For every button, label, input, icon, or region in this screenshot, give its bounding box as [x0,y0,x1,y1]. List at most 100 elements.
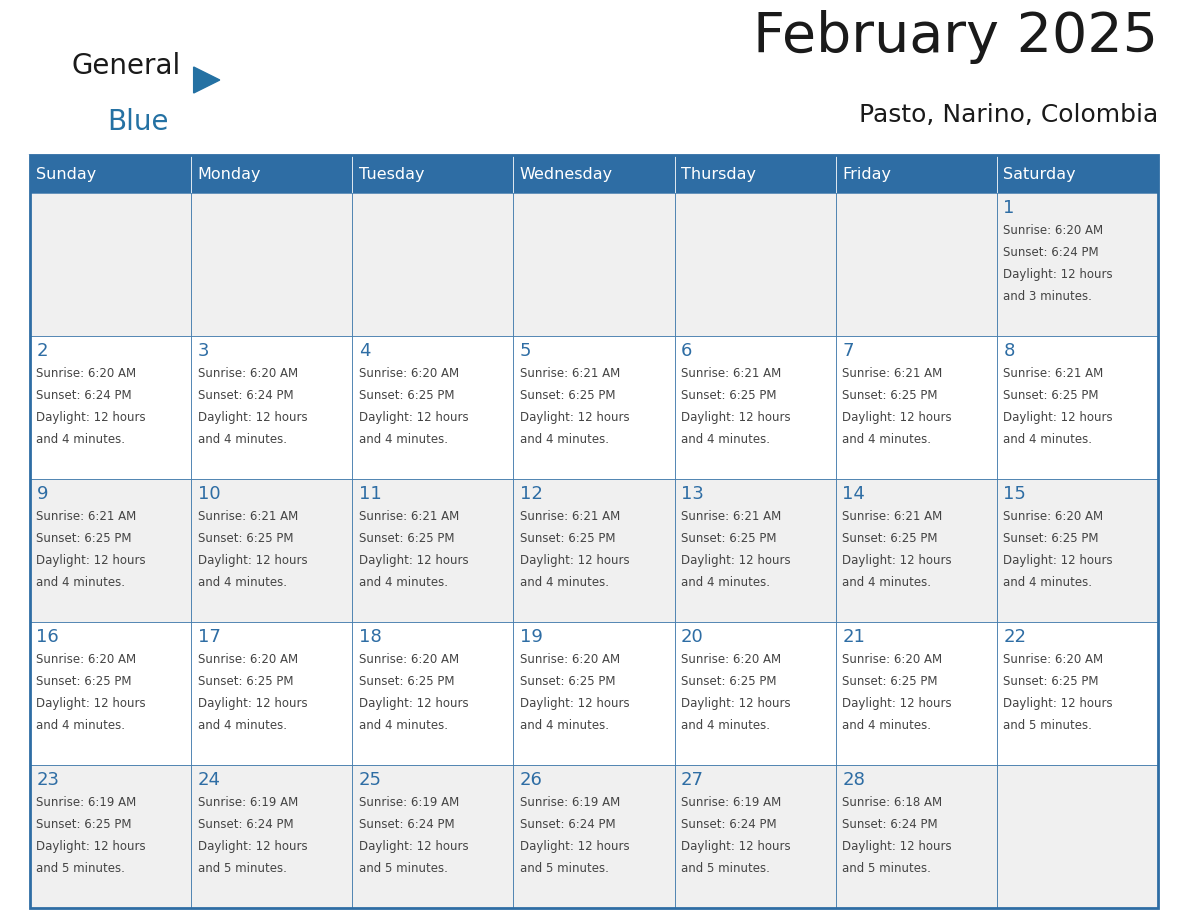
Text: 17: 17 [197,628,221,645]
Text: Sunset: 6:25 PM: Sunset: 6:25 PM [1004,675,1099,688]
Text: Sunset: 6:25 PM: Sunset: 6:25 PM [37,818,132,831]
Text: Sunset: 6:25 PM: Sunset: 6:25 PM [681,532,777,545]
Bar [30,765,191,908]
Text: Sunrise: 6:21 AM: Sunrise: 6:21 AM [681,367,782,380]
Bar [835,336,997,479]
Text: and 5 minutes.: and 5 minutes. [1004,719,1092,733]
Text: Sunset: 6:25 PM: Sunset: 6:25 PM [842,675,937,688]
Text: Daylight: 12 hours: Daylight: 12 hours [681,554,791,567]
Bar [997,155,1158,193]
Text: Daylight: 12 hours: Daylight: 12 hours [842,840,952,853]
Bar [675,765,835,908]
Text: Sunrise: 6:20 AM: Sunrise: 6:20 AM [1004,224,1104,237]
Bar [513,765,675,908]
Text: 28: 28 [842,771,865,789]
Text: Sunset: 6:24 PM: Sunset: 6:24 PM [359,818,454,831]
Text: and 4 minutes.: and 4 minutes. [681,719,770,733]
Text: 22: 22 [1004,628,1026,645]
Bar [997,622,1158,765]
Text: Sunrise: 6:21 AM: Sunrise: 6:21 AM [197,509,298,522]
Text: Sunset: 6:25 PM: Sunset: 6:25 PM [197,675,293,688]
Text: Sunset: 6:24 PM: Sunset: 6:24 PM [37,389,132,402]
Bar [353,336,513,479]
Text: 19: 19 [520,628,543,645]
Text: and 4 minutes.: and 4 minutes. [37,433,126,446]
Text: Sunrise: 6:20 AM: Sunrise: 6:20 AM [359,367,459,380]
Text: Sunset: 6:24 PM: Sunset: 6:24 PM [197,818,293,831]
Text: and 4 minutes.: and 4 minutes. [359,719,448,733]
Text: Daylight: 12 hours: Daylight: 12 hours [681,697,791,711]
Text: Sunrise: 6:20 AM: Sunrise: 6:20 AM [37,367,137,380]
Text: Daylight: 12 hours: Daylight: 12 hours [197,554,308,567]
Text: Sunset: 6:24 PM: Sunset: 6:24 PM [842,818,937,831]
Text: Daylight: 12 hours: Daylight: 12 hours [681,411,791,424]
Text: Sunset: 6:25 PM: Sunset: 6:25 PM [681,389,777,402]
Text: 11: 11 [359,485,381,503]
Text: 5: 5 [520,341,531,360]
Bar [675,193,835,336]
Text: 1: 1 [1004,198,1015,217]
Bar [513,622,675,765]
Text: and 5 minutes.: and 5 minutes. [359,862,448,875]
Text: Monday: Monday [197,166,261,182]
Text: Sunset: 6:25 PM: Sunset: 6:25 PM [1004,532,1099,545]
Text: 18: 18 [359,628,381,645]
Bar [513,193,675,336]
Text: Sunrise: 6:20 AM: Sunrise: 6:20 AM [197,367,298,380]
Text: Sunrise: 6:18 AM: Sunrise: 6:18 AM [842,796,942,809]
Text: Sunset: 6:25 PM: Sunset: 6:25 PM [681,675,777,688]
Bar [513,155,675,193]
Bar [30,155,191,193]
Text: 10: 10 [197,485,220,503]
Text: and 4 minutes.: and 4 minutes. [681,433,770,446]
Text: Sunset: 6:25 PM: Sunset: 6:25 PM [197,532,293,545]
Text: 8: 8 [1004,341,1015,360]
Text: and 5 minutes.: and 5 minutes. [842,862,931,875]
Bar [30,193,191,336]
Text: Daylight: 12 hours: Daylight: 12 hours [1004,268,1113,281]
Text: Sunset: 6:25 PM: Sunset: 6:25 PM [359,532,454,545]
Text: 3: 3 [197,341,209,360]
Text: Sunset: 6:24 PM: Sunset: 6:24 PM [520,818,615,831]
Text: Sunset: 6:25 PM: Sunset: 6:25 PM [359,675,454,688]
Text: and 5 minutes.: and 5 minutes. [681,862,770,875]
Text: Daylight: 12 hours: Daylight: 12 hours [359,840,468,853]
Text: Saturday: Saturday [1004,166,1076,182]
Polygon shape [194,67,220,93]
Text: 13: 13 [681,485,704,503]
Text: Tuesday: Tuesday [359,166,424,182]
Text: Daylight: 12 hours: Daylight: 12 hours [520,840,630,853]
Bar [191,479,353,622]
Text: Sunrise: 6:21 AM: Sunrise: 6:21 AM [842,509,942,522]
Text: Daylight: 12 hours: Daylight: 12 hours [520,554,630,567]
Bar [513,479,675,622]
Text: 6: 6 [681,341,693,360]
Text: 2: 2 [37,341,48,360]
Text: and 5 minutes.: and 5 minutes. [37,862,125,875]
Text: and 5 minutes.: and 5 minutes. [520,862,608,875]
Text: Sunset: 6:25 PM: Sunset: 6:25 PM [37,532,132,545]
Bar [835,622,997,765]
Bar [997,336,1158,479]
Bar [835,155,997,193]
Text: Sunrise: 6:20 AM: Sunrise: 6:20 AM [1004,509,1104,522]
Text: Sunrise: 6:19 AM: Sunrise: 6:19 AM [197,796,298,809]
Bar [997,193,1158,336]
Text: Sunrise: 6:21 AM: Sunrise: 6:21 AM [842,367,942,380]
Text: Wednesday: Wednesday [520,166,613,182]
Bar [835,765,997,908]
Text: and 5 minutes.: and 5 minutes. [197,862,286,875]
Text: 26: 26 [520,771,543,789]
Text: and 3 minutes.: and 3 minutes. [1004,290,1092,303]
Text: Sunrise: 6:21 AM: Sunrise: 6:21 AM [520,367,620,380]
Bar [675,622,835,765]
Text: Daylight: 12 hours: Daylight: 12 hours [359,697,468,711]
Bar [675,479,835,622]
Bar [997,765,1158,908]
Text: and 4 minutes.: and 4 minutes. [359,577,448,589]
Text: Daylight: 12 hours: Daylight: 12 hours [1004,554,1113,567]
Text: Sunset: 6:25 PM: Sunset: 6:25 PM [1004,389,1099,402]
Text: Daylight: 12 hours: Daylight: 12 hours [37,697,146,711]
Text: and 4 minutes.: and 4 minutes. [197,719,286,733]
Bar [353,193,513,336]
